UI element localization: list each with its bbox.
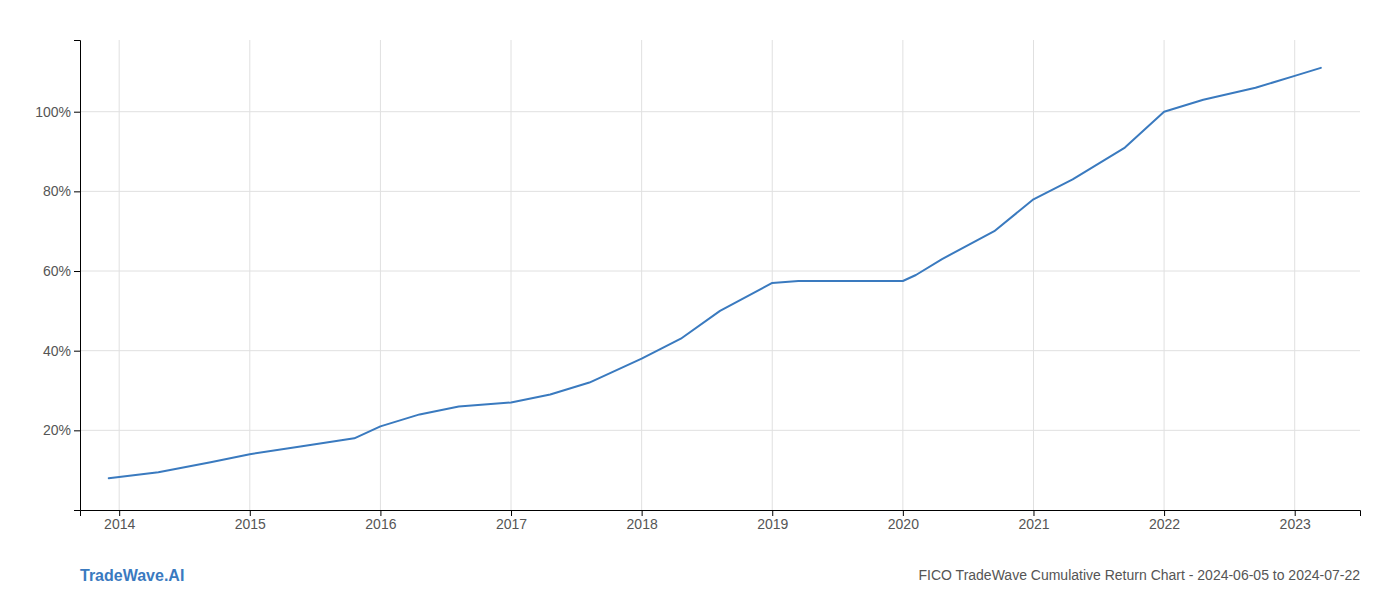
y-axis-tick: 60% (43, 263, 80, 279)
grid-line-x (119, 40, 120, 510)
x-axis-tick-label: 2019 (757, 516, 788, 532)
x-axis-tick: 2018 (627, 510, 658, 532)
marks (109, 68, 1321, 478)
y-axis-tick: 80% (43, 183, 80, 199)
x-axis-tick: 2014 (104, 510, 135, 532)
grid-line-x (902, 40, 903, 510)
grid-line-y (80, 191, 1360, 192)
x-axis-tick-label: 2018 (627, 516, 658, 532)
y-axis-tick-label: 100% (35, 104, 71, 120)
x-axis-tick: 2021 (1018, 510, 1049, 532)
grid (80, 40, 1360, 510)
x-axis-tick: 2019 (757, 510, 788, 532)
y-axis-tick-mark (74, 112, 80, 113)
x-axis-tick-label: 2021 (1018, 516, 1049, 532)
x-axis-tick-label: 2023 (1280, 516, 1311, 532)
chart: 2014 2015 2016 2017 2018 2019 2020 2021 2022 2023… (0, 0, 1400, 600)
y-axis-tick: 40% (43, 343, 80, 359)
x-axis: 2014 2015 2016 2017 2018 2019 2020 2021 2022 2023 (81, 510, 1361, 532)
x-axis-tick: 2015 (235, 510, 266, 532)
title: FICO TradeWave Cumulative Return Chart -… (919, 567, 1361, 583)
x-axis-tick: 2022 (1149, 510, 1180, 532)
grid-line-y (80, 430, 1360, 431)
line (109, 68, 1321, 478)
y-axis-tick-label: 60% (43, 263, 71, 279)
x-axis-tick: 2023 (1280, 510, 1311, 532)
y-axis-tick-mark (74, 430, 80, 431)
grid-line-x (641, 40, 642, 510)
grid-line-x (1294, 40, 1295, 510)
y-axis-tick-label: 20% (43, 422, 71, 438)
x-axis-tick-label: 2014 (104, 516, 135, 532)
grid-line-x (772, 40, 773, 510)
grid-line-y (80, 271, 1360, 272)
annotation: TradeWave.AI (80, 567, 184, 584)
y-axis-tick: 100% (35, 104, 80, 120)
x-axis-tick-label: 2016 (365, 516, 396, 532)
y-axis-tick-mark (74, 191, 80, 192)
y-axis-tick-label: 40% (43, 343, 71, 359)
x-axis-tick: 2017 (496, 510, 527, 532)
y-axis-tick: 20% (43, 422, 80, 438)
grid-line-x (1164, 40, 1165, 510)
x-axis-tick: 2020 (888, 510, 919, 532)
grid-line-x (511, 40, 512, 510)
x-axis-tick-label: 2017 (496, 516, 527, 532)
x-axis-tick: 2016 (365, 510, 396, 532)
x-axis-tick-label: 2020 (888, 516, 919, 532)
y-axis-tick-mark (74, 351, 80, 352)
y-axis-tick-label: 80% (43, 183, 71, 199)
y-axis-line (74, 41, 81, 511)
plot: 2014 2015 2016 2017 2018 2019 2020 2021 2022 2023… (35, 40, 1360, 532)
y-axis-tick-mark (74, 271, 80, 272)
grid-line-y (80, 350, 1360, 351)
x-axis-tick-label: 2022 (1149, 516, 1180, 532)
grid-line-x (249, 40, 250, 510)
grid-line-x (380, 40, 381, 510)
y-axis: 20% 40% 60% 80% 100% (35, 41, 80, 511)
grid-line-x (1033, 40, 1034, 510)
x-axis-tick-label: 2015 (235, 516, 266, 532)
